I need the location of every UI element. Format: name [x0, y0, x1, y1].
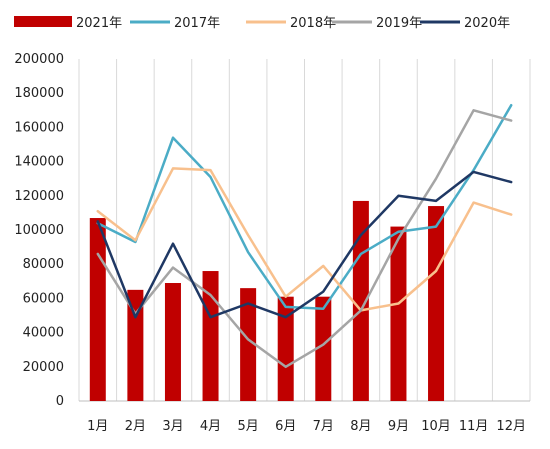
y-tick-label: 0	[56, 394, 64, 409]
y-tick-label: 100000	[14, 223, 64, 238]
x-tick-label: 1月	[87, 419, 108, 434]
x-tick-label: 2月	[125, 419, 146, 434]
legend-label-2020年: 2020年	[464, 16, 510, 31]
y-tick-label: 120000	[14, 189, 64, 204]
y-tick-label: 200000	[14, 52, 64, 67]
x-tick-label: 8月	[350, 419, 371, 434]
legend-label-2019年: 2019年	[376, 16, 422, 31]
bar-2021	[127, 289, 144, 401]
x-axis: 1月 2月 3月 4月 5月 6月 7月 8月 9月 10月 11月 12月	[79, 400, 530, 434]
x-tick-label: 6月	[275, 419, 296, 434]
y-tick-label: 180000	[14, 86, 64, 101]
x-tick-label: 10月	[421, 419, 451, 434]
bar-2021	[390, 226, 407, 401]
x-tick-label: 7月	[313, 419, 334, 434]
line-2018年	[96, 167, 513, 312]
legend-label-2021: 2021年	[76, 16, 122, 31]
y-tick-label: 160000	[14, 120, 64, 135]
y-tick-label: 80000	[23, 257, 64, 272]
bar-2021	[277, 296, 294, 401]
line-2017年	[96, 103, 513, 310]
x-tick-label: 11月	[459, 419, 489, 434]
legend-label-2018年: 2018年	[290, 16, 336, 31]
y-tick-label: 40000	[23, 326, 64, 341]
bar-2021	[240, 288, 257, 401]
bar-2021	[315, 296, 332, 401]
y-axis: 2000001800001600001400001200001000008000…	[14, 52, 64, 409]
bar-2021	[164, 283, 181, 401]
y-tick-label: 20000	[23, 360, 64, 375]
bar-2021	[202, 271, 219, 401]
legend-swatch-2021	[14, 16, 72, 27]
y-tick-label: 140000	[14, 155, 64, 170]
line-2020年	[96, 170, 513, 319]
line-2019年	[96, 109, 513, 369]
legend-label-2017年: 2017年	[174, 16, 220, 31]
x-tick-label: 12月	[496, 419, 526, 434]
bar-2021	[428, 206, 445, 401]
x-tick-label: 9月	[388, 419, 409, 434]
legend: 2021年 2017年 2018年 2019年 2020年	[14, 16, 510, 31]
y-tick-label: 60000	[23, 291, 64, 306]
x-tick-label: 5月	[237, 419, 258, 434]
bar-2021	[89, 218, 106, 401]
x-tick-label: 4月	[200, 419, 221, 434]
line-series	[96, 103, 513, 369]
grid	[78, 59, 531, 401]
x-tick-label: 3月	[162, 419, 183, 434]
